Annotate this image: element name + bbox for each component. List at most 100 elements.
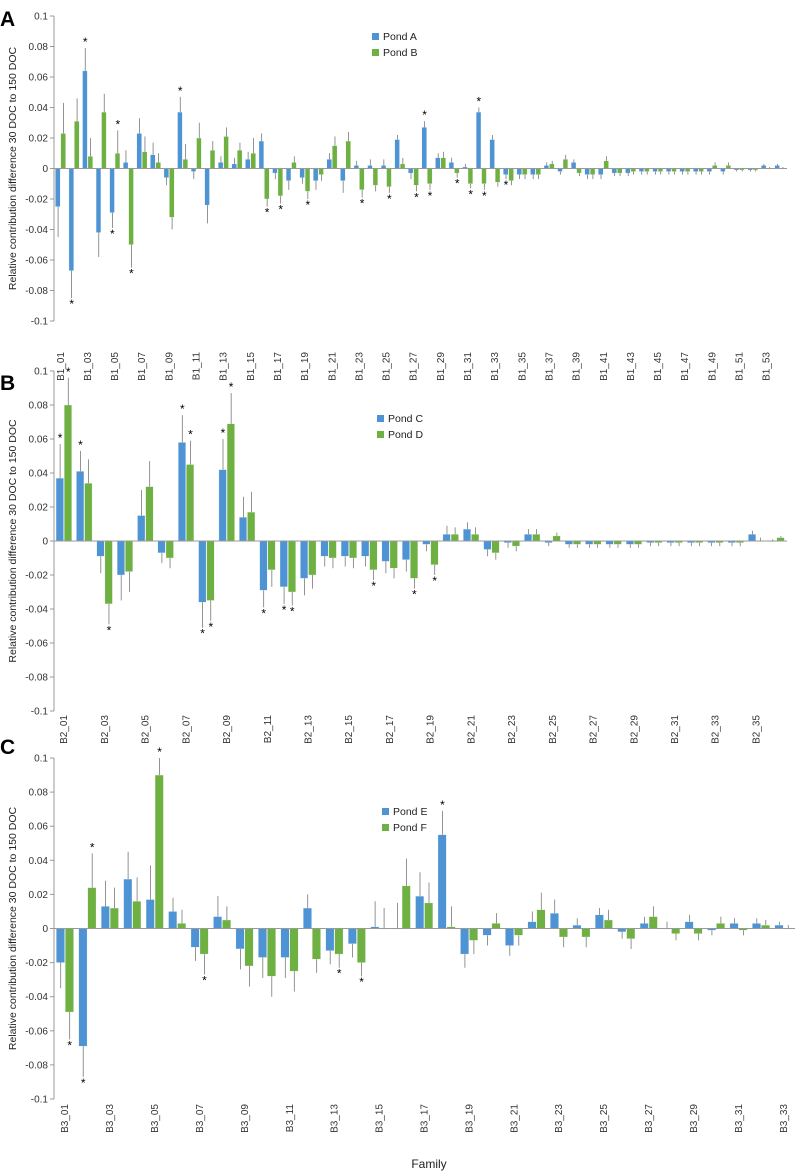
series-pond-e-bar — [595, 914, 604, 929]
series-pond-b-bar — [196, 137, 202, 169]
series-pond-f-bar — [154, 774, 164, 929]
panel-c-letter: C — [0, 736, 15, 759]
series-pond-b-bar — [223, 136, 229, 169]
panel-b-letter: B — [0, 372, 15, 395]
series-pond-f-bar — [626, 928, 636, 939]
series-pond-d-bar — [593, 540, 602, 545]
significance-star: * — [265, 206, 270, 220]
x-tick-label: B3_33 — [779, 1104, 790, 1133]
series-pond-d-bar — [226, 423, 235, 542]
series-pond-c-bar — [300, 540, 309, 579]
y-tick-label: 0.04 — [29, 103, 49, 114]
x-tick-label: B1_25 — [382, 352, 393, 381]
series-pond-e-bar — [78, 928, 88, 1047]
x-tick-label: B1_19 — [300, 352, 311, 381]
x-tick-label: B3_27 — [644, 1104, 655, 1133]
y-tick-label: -0.06 — [25, 256, 48, 267]
x-tick-label: B1_53 — [762, 352, 773, 381]
significance-star: * — [90, 840, 95, 854]
series-pond-e-bar — [347, 928, 357, 945]
significance-star: * — [58, 431, 63, 445]
series-pond-a-bar — [68, 168, 74, 271]
y-tick-label: -0.08 — [25, 286, 48, 297]
series-pond-f-bar — [132, 901, 142, 929]
series-pond-d-bar — [471, 534, 480, 542]
series-pond-b-bar — [467, 168, 473, 184]
significance-star: * — [371, 579, 376, 593]
series-pond-a-bar — [394, 139, 400, 169]
x-tick-label: B2_33 — [711, 715, 722, 744]
series-pond-a-bar — [475, 111, 482, 169]
series-pond-b-bar — [318, 168, 324, 175]
y-axis-label: Relative contribution difference 30 DOC … — [7, 419, 19, 663]
x-tick-label: B3_15 — [375, 1104, 386, 1133]
y-tick-label: -0.04 — [25, 225, 48, 236]
x-tick-label: B3_13 — [330, 1104, 341, 1133]
x-tick-label: B2_25 — [548, 715, 559, 744]
x-tick-label: B1_35 — [517, 352, 528, 381]
y-tick-label: 0.1 — [34, 367, 48, 378]
series-pond-b-bar — [60, 133, 66, 169]
series-pond-e-bar — [505, 928, 514, 946]
series-pond-b-bar — [250, 153, 256, 169]
x-tick-label: B1_03 — [83, 352, 94, 381]
series-pond-f-bar — [177, 923, 187, 929]
series-pond-a-bar — [326, 159, 332, 169]
significance-star: * — [468, 187, 473, 201]
series-pond-d-bar — [267, 540, 276, 571]
series-pond-c-bar — [422, 540, 431, 545]
series-pond-f-bar — [222, 919, 231, 929]
series-pond-c-bar — [178, 442, 186, 542]
series-pond-f-bar — [761, 924, 770, 929]
series-pond-a-bar — [340, 168, 346, 181]
series-pond-d-bar — [84, 483, 93, 542]
series-pond-c-bar — [524, 534, 533, 542]
x-tick-label: B2_01 — [59, 715, 70, 744]
series-pond-e-bar — [572, 924, 582, 929]
x-tick-label: B2_11 — [263, 715, 274, 744]
y-tick-label: 0.08 — [29, 788, 49, 799]
x-tick-label: B1_17 — [273, 352, 284, 381]
series-pond-b-bar — [549, 163, 555, 169]
series-pond-d-bar — [186, 464, 195, 542]
significance-star: * — [129, 267, 134, 281]
series-pond-b-bar — [481, 168, 487, 184]
y-tick-label: -0.04 — [25, 605, 48, 616]
x-tick-label: B1_15 — [246, 352, 257, 381]
x-tick-label: B2_17 — [385, 715, 396, 744]
x-tick-label: B1_09 — [164, 352, 175, 381]
series-pond-c-bar — [137, 515, 146, 542]
legend-swatch — [382, 808, 389, 815]
series-pond-c-bar — [483, 540, 492, 550]
legend-swatch — [372, 33, 379, 40]
series-pond-b-bar — [359, 168, 365, 191]
series-pond-d-bar — [369, 540, 378, 571]
y-tick-label: 0 — [42, 924, 48, 935]
x-tick-label: B1_13 — [219, 352, 230, 381]
series-pond-b-bar — [155, 162, 161, 169]
series-pond-e-bar — [752, 923, 761, 929]
series-pond-f-bar — [469, 928, 478, 941]
y-tick-label: 0.06 — [29, 435, 49, 446]
series-pond-e-bar — [639, 923, 649, 929]
series-pond-a-bar — [258, 140, 264, 169]
series-pond-f-bar — [356, 928, 366, 963]
x-tick-label: B2_09 — [222, 715, 233, 744]
significance-star: * — [178, 84, 183, 98]
series-pond-b-bar — [413, 168, 419, 186]
series-pond-a-bar — [285, 168, 292, 181]
y-tick-label: 0.02 — [29, 890, 49, 901]
y-tick-label: 0.1 — [34, 754, 48, 765]
series-pond-f-bar — [491, 923, 501, 929]
series-pond-c-bar — [157, 540, 166, 554]
series-pond-a-bar — [231, 163, 237, 169]
series-pond-d-bar — [511, 540, 520, 547]
significance-star: * — [78, 438, 83, 452]
series-pond-b-bar — [386, 168, 392, 187]
series-pond-a-bar — [421, 127, 427, 169]
series-pond-c-bar — [402, 540, 410, 560]
series-pond-a-bar — [123, 162, 129, 169]
significance-star: * — [66, 365, 71, 379]
y-tick-label: 0.08 — [29, 42, 49, 53]
series-pond-c-bar — [381, 540, 390, 562]
